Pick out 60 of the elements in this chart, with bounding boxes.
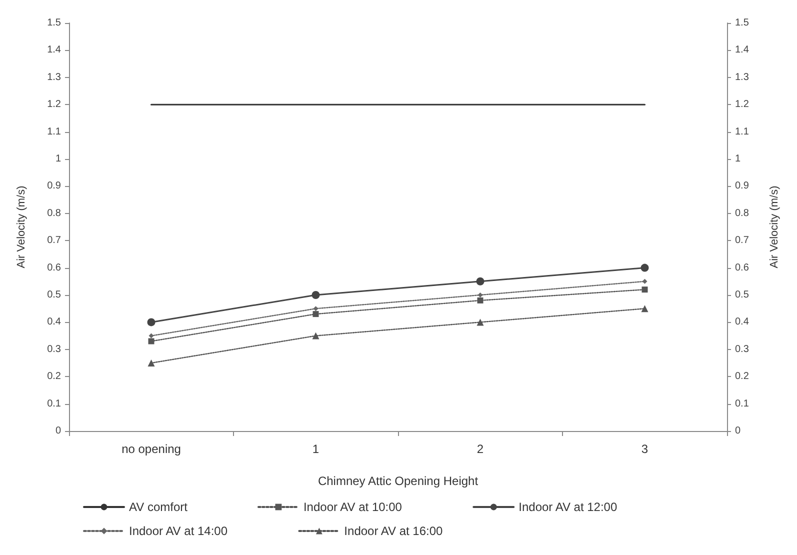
y-tick-label: 1.2: [47, 99, 62, 110]
y-tick-label: 1: [55, 154, 62, 164]
y-tick-label: 1.5: [47, 18, 62, 28]
y-tick-label: 0.9: [47, 180, 62, 192]
x-tick-label: 2: [476, 442, 484, 456]
y2-tick-label: 0.9: [735, 180, 750, 192]
y-tick-label: 0.3: [47, 344, 62, 355]
point: [642, 286, 648, 293]
point: [476, 277, 484, 286]
y2-tick-label: 1.5: [735, 18, 750, 28]
point: [642, 278, 648, 284]
y2-tick-label: 0.4: [735, 316, 750, 328]
y-tick-label: 0.8: [47, 208, 62, 219]
y2-tick-label: 1.3: [735, 72, 750, 83]
x-tick-label: 1: [312, 442, 320, 456]
y-tick-label: 0.5: [47, 290, 62, 300]
y2-tick-label: 0.5: [735, 290, 750, 300]
legend-label: AV comfort: [129, 500, 188, 514]
legend-label: Indoor AV at 12:00: [518, 500, 618, 514]
y2-tick-label: 0.6: [735, 262, 750, 274]
point: [148, 338, 154, 344]
y2-tick-label: 0: [735, 426, 741, 436]
point: [640, 264, 649, 272]
point: [476, 318, 484, 326]
y-tick-label: 1.3: [47, 72, 62, 83]
y-tick-label: 0: [55, 426, 62, 436]
x-axis-title: Chimney Attic Opening Height: [318, 474, 479, 488]
y2-tick-label: 1.2: [735, 99, 750, 110]
legend-label: Indoor AV at 16:00: [344, 524, 444, 538]
point: [478, 292, 483, 298]
y-tick-label: 1.4: [47, 44, 62, 56]
y2-tick-label: 0.8: [735, 208, 750, 219]
y2-axis-title: Air Velocity (m/s): [768, 186, 780, 268]
point: [148, 333, 154, 338]
y2-tick-label: 1.1: [735, 126, 750, 138]
y2-tick-label: 0.3: [735, 344, 750, 355]
point: [312, 311, 319, 318]
point: [312, 291, 320, 299]
y-tick-label: 1.1: [47, 126, 62, 138]
y2-tick-label: 1.4: [735, 44, 750, 56]
x-tick-label: 3: [641, 442, 648, 456]
legend-label: Indoor AV at 14:00: [129, 524, 228, 538]
y-tick-label: 0.4: [47, 316, 62, 328]
point: [641, 305, 648, 312]
legend-label: Indoor AV at 10:00: [303, 500, 402, 514]
y-tick-label: 0.1: [47, 398, 62, 410]
point: [313, 306, 318, 312]
point: [312, 332, 320, 340]
y-axis-title: Air Velocity (m/s): [16, 186, 28, 268]
y-tick-label: 0.2: [47, 371, 62, 382]
y2-tick-label: 0.7: [735, 235, 750, 246]
point: [477, 297, 484, 304]
point: [148, 360, 155, 366]
point: [147, 318, 156, 326]
x-tick-label: no opening: [122, 442, 181, 456]
y-tick-label: 0.7: [47, 235, 62, 246]
y2-tick-label: 0.1: [735, 398, 750, 410]
y2-tick-label: 0.2: [735, 371, 750, 382]
y-tick-label: 0.6: [47, 262, 62, 274]
y2-tick-label: 1: [735, 154, 741, 164]
